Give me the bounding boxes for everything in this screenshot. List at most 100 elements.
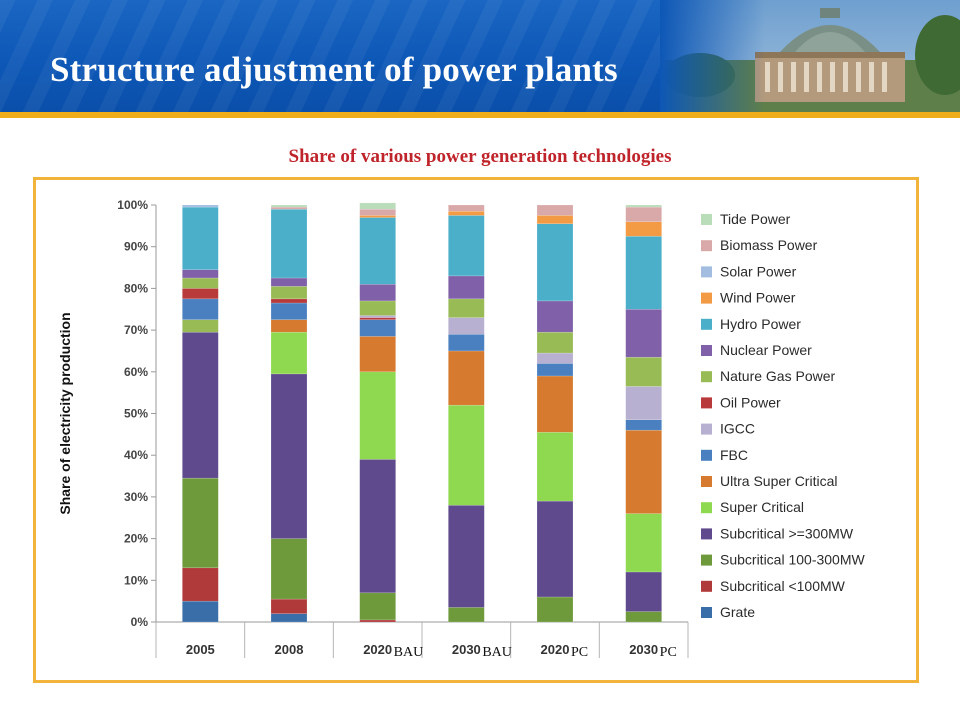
- y-tick-label: 70%: [124, 323, 148, 337]
- bar-segment-ultra-super-critical: [536, 375, 574, 433]
- legend-label-subcritical-100mw: Subcritical <100MW: [720, 578, 846, 594]
- bar-segment-subcritical-100-300mw: [182, 477, 219, 569]
- bar-segment-tide-power: [625, 204, 662, 208]
- bar-segment-ultra-super-critical: [625, 429, 662, 514]
- bar-segment-nature-gas-power: [182, 319, 219, 333]
- legend-swatch-nuclear-power: [701, 345, 712, 356]
- legend-swatch-wind-power: [701, 292, 712, 304]
- chart-subtitle: Share of various power generation techno…: [288, 146, 672, 167]
- legend-label-tide-power: Tide Power: [720, 211, 791, 227]
- bar-segment-wind-power: [536, 215, 574, 225]
- bar-segment-igcc: [359, 315, 396, 318]
- bar-segment-biomass-power: [359, 208, 396, 216]
- legend-label-subcritical-300mw: Subcritical >=300MW: [720, 525, 854, 541]
- bar-segment-ultra-super-critical: [448, 350, 485, 406]
- stacked-bar-chart: 0% 10% 20% 30% 40% 50% 60% 70% 80% 90% 100% Share o…: [57, 198, 866, 660]
- scenario-label: PC: [660, 645, 677, 660]
- y-tick-label: 90%: [124, 240, 148, 254]
- bar-segment-subcritical-100-300mw: [448, 607, 485, 623]
- bar-segment-subcritical-300mw: [182, 331, 219, 479]
- bar-segment-subcritical-100mw: [182, 567, 219, 602]
- x-tick-label: 2030: [452, 642, 481, 657]
- bar-segment-nature-gas-power: [536, 331, 574, 354]
- bar-segment-igcc: [625, 386, 662, 421]
- bar-segment-nuclear-power: [448, 275, 485, 300]
- bar-segment-super-critical: [359, 371, 396, 460]
- y-tick-label: 100%: [117, 198, 148, 212]
- bar-segment-nuclear-power: [270, 277, 308, 287]
- bar-segment-super-critical: [625, 513, 662, 573]
- bar-segment-fbc: [182, 298, 219, 320]
- bar-segment-nature-gas-power: [182, 277, 219, 289]
- bar-segment-hydro-power: [182, 206, 219, 270]
- bar-segment-fbc: [625, 419, 662, 431]
- university-building-image: [660, 0, 960, 118]
- y-tick-label: 20%: [124, 532, 148, 546]
- scenario-label: PC: [571, 645, 588, 660]
- bar-segment-super-critical: [448, 404, 485, 506]
- legend-swatch-fbc: [701, 449, 712, 461]
- legend-swatch-subcritical-300mw: [701, 528, 712, 540]
- legend-swatch-tide-power: [701, 214, 712, 225]
- bar-segment-nature-gas-power: [270, 286, 308, 300]
- legend-label-subcritical-100-300mw: Subcritical 100-300MW: [720, 552, 866, 568]
- bar-segment-subcritical-300mw: [625, 571, 662, 612]
- legend-label-solar-power: Solar Power: [720, 263, 797, 279]
- legend-swatch-subcritical-100mw: [701, 580, 712, 592]
- bar-segment-biomass-power: [536, 204, 574, 216]
- bar-segment-grate: [270, 613, 308, 623]
- bar-segment-igcc: [536, 352, 574, 364]
- x-tick-label: 2020: [363, 642, 392, 657]
- bar-segment-fbc: [448, 334, 485, 352]
- legend-label-hydro-power: Hydro Power: [720, 316, 801, 332]
- x-tick-label: 2030: [629, 642, 658, 657]
- bar-segment-nature-gas-power: [625, 356, 662, 387]
- y-tick-label: 30%: [124, 490, 148, 504]
- bar-segment-grate: [182, 600, 219, 623]
- bar-segment-super-critical: [536, 432, 574, 502]
- bar-segment-biomass-power: [270, 206, 308, 210]
- scenario-label: BAU: [482, 645, 512, 660]
- bar-segment-hydro-power: [625, 236, 662, 310]
- legend-swatch-nature-gas-power: [701, 371, 712, 383]
- page-title: Structure adjustment of power plants: [50, 50, 618, 89]
- bar-segment-nature-gas-power: [448, 298, 485, 318]
- legend-label-grate: Grate: [720, 604, 755, 620]
- legend-label-super-critical: Super Critical: [720, 499, 804, 515]
- bar-segment-subcritical-100mw: [359, 619, 396, 623]
- bar-segment-oil-power: [359, 317, 396, 320]
- legend-swatch-biomass-power: [701, 240, 712, 252]
- y-tick-label: 40%: [124, 448, 148, 462]
- bar-segment-subcritical-300mw: [359, 459, 396, 594]
- y-tick-label: 10%: [124, 573, 148, 587]
- legend-label-fbc: FBC: [720, 447, 748, 463]
- scenario-label: BAU: [394, 645, 424, 660]
- y-tick-label: 60%: [124, 365, 148, 379]
- legend-label-nature-gas-power: Nature Gas Power: [720, 368, 835, 384]
- bar-segment-subcritical-300mw: [270, 373, 308, 539]
- bar-segment-nuclear-power: [359, 283, 396, 302]
- bar-segment-ultra-super-critical: [359, 336, 396, 373]
- legend-swatch-igcc: [701, 423, 712, 435]
- bar-segment-igcc: [448, 317, 485, 335]
- legend-label-biomass-power: Biomass Power: [720, 237, 818, 253]
- bar-segment-hydro-power: [536, 223, 574, 302]
- bar-segment-biomass-power: [625, 206, 662, 222]
- bar-segment-subcritical-100-300mw: [625, 611, 662, 623]
- bar-segment-subcritical-100-300mw: [359, 592, 396, 621]
- legend-swatch-subcritical-100-300mw: [701, 554, 712, 566]
- bar-segment-subcritical-300mw: [536, 500, 574, 598]
- x-tick-label: 2005: [186, 642, 215, 657]
- y-tick-label: 50%: [124, 407, 148, 421]
- legend-label-wind-power: Wind Power: [720, 290, 796, 306]
- bar-segment-nuclear-power: [625, 309, 662, 358]
- bar-segment-biomass-power: [448, 204, 485, 212]
- bar-segment-solar-power: [182, 204, 219, 208]
- legend-swatch-solar-power: [701, 266, 712, 278]
- legend-swatch-grate: [701, 607, 712, 618]
- bar-segment-fbc: [270, 302, 308, 320]
- bar-segment-hydro-power: [359, 217, 396, 285]
- bar-segment-nuclear-power: [182, 269, 219, 279]
- y-tick-label: 0%: [131, 615, 149, 629]
- bar-segment-oil-power: [270, 298, 308, 304]
